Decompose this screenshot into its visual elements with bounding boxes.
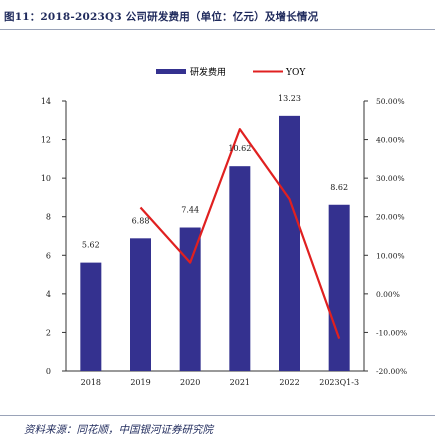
- y-left-tick-label: 4: [46, 290, 51, 299]
- y-left-tick-label: 2: [46, 328, 51, 337]
- bar-value-label: 13.23: [278, 94, 301, 103]
- x-tick-label: 2021: [230, 378, 250, 387]
- y-right-tick-label: 40.00%: [376, 136, 405, 145]
- y-right-tick-label: 10.00%: [376, 251, 405, 260]
- legend-bar-label: 研发费用: [190, 66, 226, 78]
- legend-line-label: YOY: [285, 68, 306, 78]
- bar: [229, 166, 251, 371]
- bar-value-label: 7.44: [181, 206, 199, 215]
- x-tick-label: 2022: [279, 378, 299, 387]
- bar-value-label: 10.62: [228, 144, 251, 153]
- y-right-tick-label: 20.00%: [376, 213, 405, 222]
- y-right-tick-label: 50.00%: [376, 97, 405, 106]
- y-right-tick-label: 0.00%: [376, 290, 400, 299]
- bar: [80, 262, 102, 371]
- chart: 研发费用 YOY 5.62 6.88 7.44 10.62 13.23 8.62 0 2 4 6…: [41, 66, 407, 387]
- legend: 研发费用 YOY: [156, 66, 306, 78]
- top-divider: [0, 29, 435, 30]
- y-left-tick-label: 12: [41, 136, 51, 145]
- y-right-tick-label: -20.00%: [376, 367, 407, 376]
- axes: [62, 100, 368, 372]
- y-left-tick-label: 14: [41, 97, 51, 106]
- bar-value-label: 6.88: [132, 216, 150, 225]
- x-tick-label: 2023Q1-3: [319, 378, 359, 387]
- bar: [130, 238, 151, 371]
- x-tick-label: 2020: [180, 378, 200, 387]
- bar: [279, 115, 300, 371]
- y-left-tick-label: 8: [46, 213, 51, 222]
- value-labels: 5.62 6.88 7.44 10.62 13.23 8.62: [82, 94, 348, 250]
- bar-value-label: 8.62: [330, 183, 348, 192]
- yoy-line: [139, 128, 341, 339]
- y-right-tick-label: 30.00%: [376, 174, 405, 183]
- y-left-tick-label: 10: [41, 174, 51, 183]
- figure-title: 图11：2018-2023Q3 公司研发费用（单位：亿元）及增长情况: [4, 11, 319, 23]
- yoy-line-group: [139, 128, 341, 339]
- bars: [80, 115, 350, 371]
- y-left-tick-label: 0: [46, 367, 51, 376]
- x-tick-label: 2019: [130, 378, 150, 387]
- bar: [328, 204, 350, 371]
- source-note: 资料来源：同花顺，中国银河证券研究院: [24, 424, 213, 436]
- legend-bar-swatch: [156, 69, 186, 74]
- bar: [179, 227, 201, 371]
- y-left-tick-label: 6: [46, 251, 51, 260]
- x-tick-label: 2018: [81, 378, 101, 387]
- bar-value-label: 5.62: [82, 241, 100, 250]
- y-right-tick-label: -10.00%: [376, 328, 407, 337]
- tick-labels: 0 2 4 6 8 10 12 14 -20.00% -10.00% 0.00% 10.00% 20.0…: [41, 97, 407, 387]
- bottom-divider: [0, 415, 435, 416]
